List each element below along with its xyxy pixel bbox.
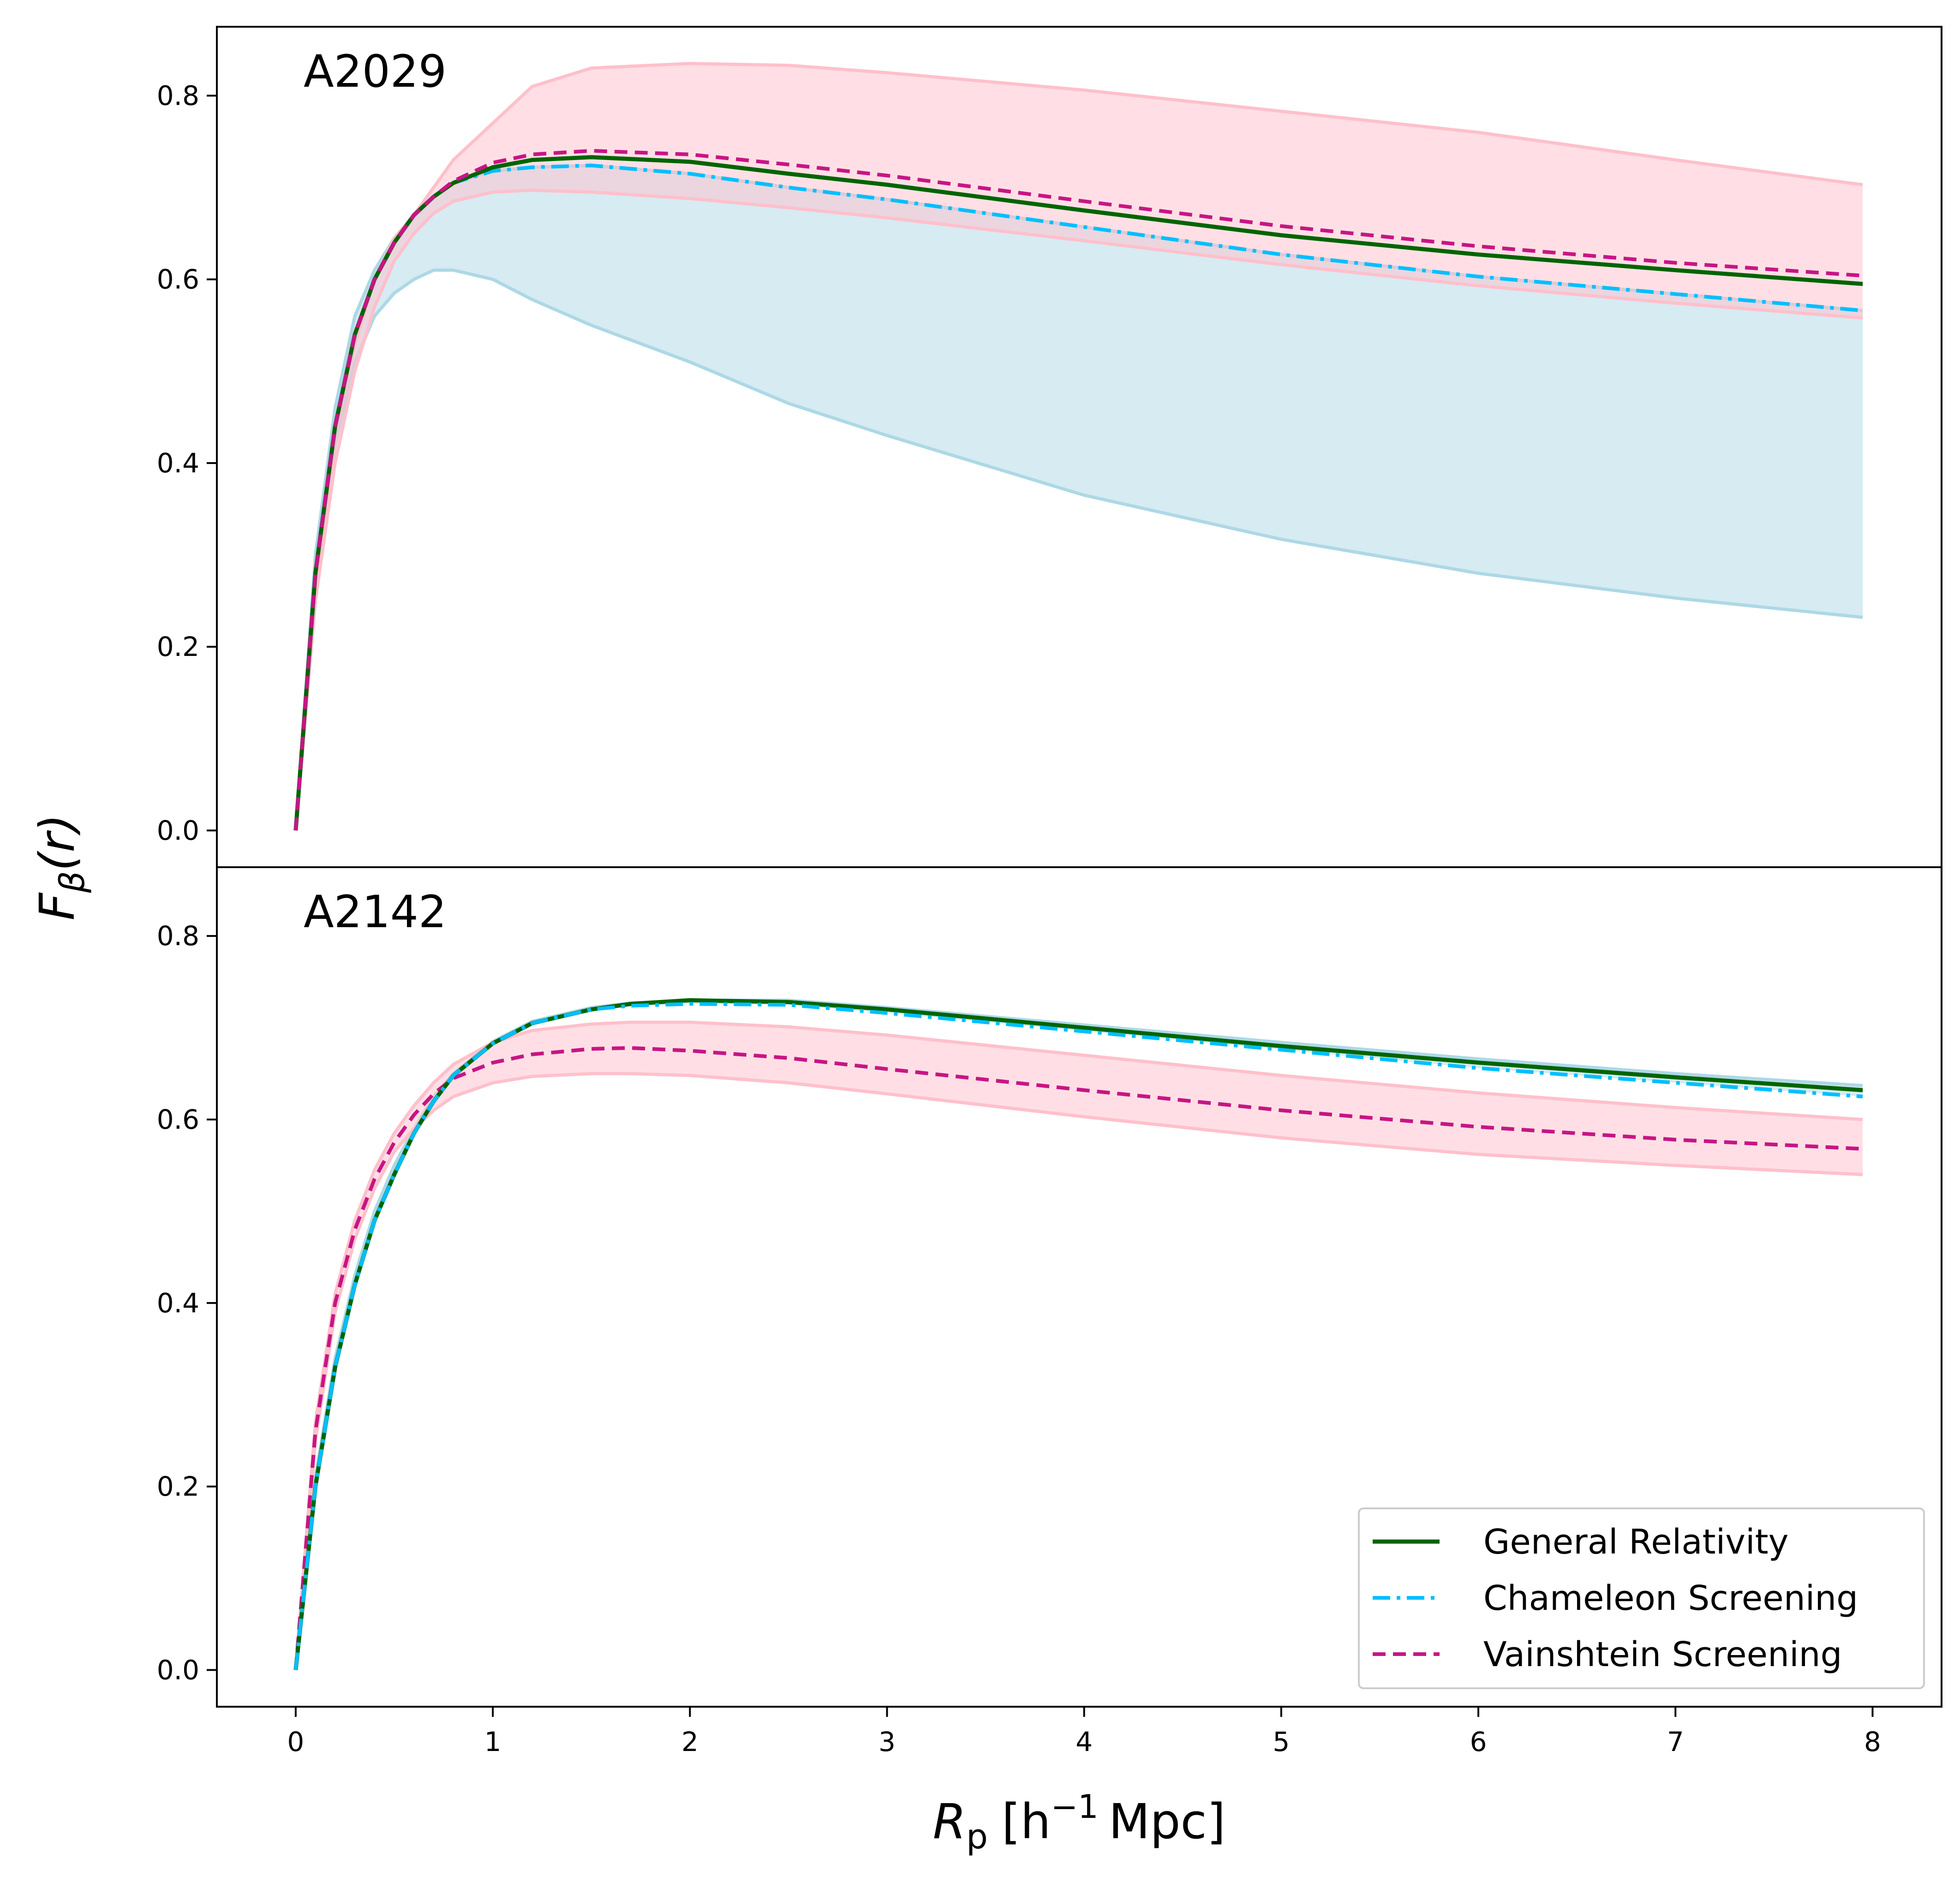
y-tick-label: 0.6: [157, 1104, 199, 1135]
x-tick-label: 5: [1273, 1726, 1290, 1757]
y-tick-label: 0.8: [157, 80, 199, 111]
y-tick-label: 0.0: [157, 1654, 199, 1685]
y-tick-label: 0.8: [157, 920, 199, 952]
x-tick-label: 0: [287, 1726, 304, 1757]
x-tick-label: 4: [1076, 1726, 1093, 1757]
x-axis-title-symbol: R: [933, 1793, 966, 1850]
panel-a2142: 0.0 0.2 0.4 0.6 0.8 A2142: [157, 866, 1942, 1708]
series-line-vainshtein-screening: [293, 149, 1863, 831]
legend-entry-general-relativity: General Relativity: [1373, 1522, 1788, 1562]
y-tick-label: 0.0: [157, 815, 199, 846]
y-axis-title-argument: (r): [29, 814, 85, 871]
legend-label-vainshtein: Vainshtein Screening: [1483, 1635, 1842, 1674]
y-axis-ticks: 0.0 0.2 0.4 0.6 0.8: [157, 920, 217, 1685]
y-axis-title: Fβ(r): [29, 814, 92, 921]
x-axis-ticks: 0 1 2 3 4 5 6 7 8: [287, 1707, 1881, 1757]
x-tick-label: 8: [1864, 1726, 1881, 1757]
x-axis-title-unit-exponent: −1: [1051, 1788, 1099, 1826]
band-upper-edge-vainshtein-range: [294, 62, 1863, 831]
series-line-chameleon-screening: [293, 1002, 1863, 1670]
x-tick-label: 7: [1667, 1726, 1684, 1757]
legend-label-general-relativity: General Relativity: [1483, 1522, 1788, 1562]
panel-frame: [216, 866, 1942, 1708]
band-upper-edge-vainshtein-range: [294, 1020, 1863, 1670]
x-axis-title-unit-open: [h: [1002, 1793, 1051, 1850]
x-tick-label: 2: [681, 1726, 699, 1757]
y-tick-label: 0.4: [157, 447, 199, 479]
legend-entries: General Relativity Chameleon Screening V…: [1373, 1522, 1858, 1674]
y-axis-title-subscript: β: [53, 871, 92, 893]
y-tick-label: 0.4: [157, 1287, 199, 1319]
legend-label-chameleon: Chameleon Screening: [1483, 1578, 1858, 1618]
band-lower-edge-vainshtein-range: [294, 188, 1863, 831]
band-lower-edge-vainshtein-range: [294, 1072, 1863, 1670]
y-tick-label: 0.2: [157, 1471, 199, 1502]
series-line-vainshtein-screening: [293, 1046, 1863, 1670]
x-tick-label: 6: [1470, 1726, 1487, 1757]
panel-label: A2029: [304, 46, 447, 97]
legend: General Relativity Chameleon Screening V…: [1358, 1507, 1925, 1689]
band-vainshtein-range: [295, 1022, 1863, 1670]
legend-frame: [1358, 1507, 1925, 1689]
band-chameleon-range: [295, 165, 1863, 831]
series-lines: [293, 998, 1863, 1670]
x-axis-title-unit-close: Mpc]: [1109, 1793, 1226, 1850]
panel-a2029: 0.0 0.2 0.4 0.6 0.8 A2029: [157, 26, 1942, 868]
legend-entry-chameleon: Chameleon Screening: [1373, 1578, 1858, 1618]
y-axis-title-symbol: F: [29, 892, 85, 920]
y-axis-ticks: 0.0 0.2 0.4 0.6 0.8: [157, 80, 217, 846]
series-lines: [293, 149, 1863, 831]
panel-label: A2142: [304, 886, 447, 938]
y-tick-label: 0.2: [157, 631, 199, 662]
x-tick-label: 1: [484, 1726, 502, 1757]
x-tick-label: 3: [878, 1726, 896, 1757]
legend-entry-vainshtein: Vainshtein Screening: [1373, 1635, 1842, 1674]
y-tick-label: 0.6: [157, 264, 199, 295]
x-axis-title-subscript: p: [966, 1817, 988, 1857]
x-axis-title: Rp [h−1 Mpc]: [933, 1788, 1225, 1857]
